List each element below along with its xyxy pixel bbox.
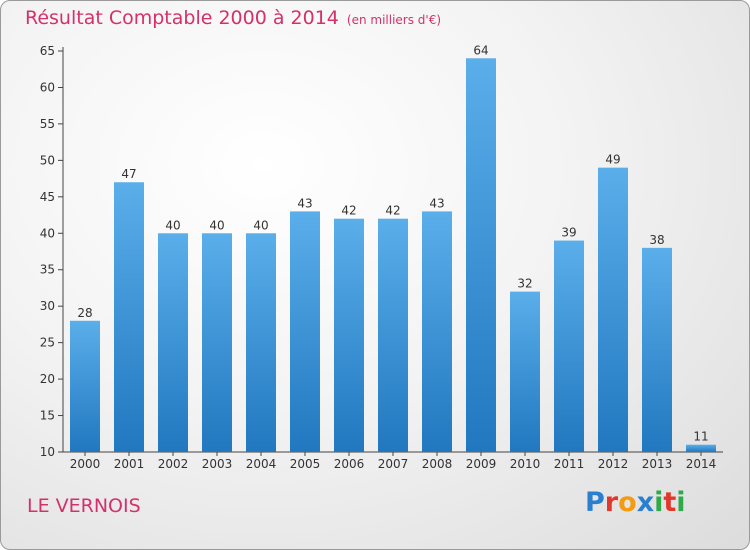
y-tick-label: 30 <box>40 299 55 313</box>
logo-letter: o <box>618 487 637 518</box>
value-label-2011: 39 <box>561 226 576 240</box>
value-label-2007: 42 <box>385 204 400 218</box>
x-tick-label-2001: 2001 <box>114 457 145 471</box>
bar-2014 <box>686 444 716 452</box>
y-tick-label: 25 <box>40 336 55 350</box>
x-tick-label-2006: 2006 <box>334 457 365 471</box>
x-tick-label-2000: 2000 <box>70 457 101 471</box>
bar-2005 <box>290 211 320 452</box>
bar-2001 <box>114 182 144 452</box>
x-tick-label-2004: 2004 <box>246 457 277 471</box>
value-label-2004: 40 <box>253 218 268 232</box>
bar-2009 <box>466 58 496 453</box>
logo-letter: r <box>604 487 619 518</box>
bar-2006 <box>334 218 364 452</box>
value-label-2006: 42 <box>341 204 356 218</box>
chart-title: Résultat Comptable 2000 à 2014 (en millie… <box>25 7 441 29</box>
x-tick-label-2014: 2014 <box>686 457 717 471</box>
value-label-2009: 64 <box>473 43 488 57</box>
x-tick-label-2007: 2007 <box>378 457 409 471</box>
x-tick-label-2005: 2005 <box>290 457 321 471</box>
y-tick-label: 65 <box>40 44 55 58</box>
y-tick-label: 50 <box>40 153 55 167</box>
x-tick-label-2009: 2009 <box>466 457 497 471</box>
y-tick-label: 15 <box>40 409 55 423</box>
x-tick-label-2011: 2011 <box>554 457 585 471</box>
x-tick-label-2002: 2002 <box>158 457 189 471</box>
logo-letter: x <box>636 487 655 518</box>
logo-letter: i <box>676 487 686 518</box>
value-label-2000: 28 <box>77 306 92 320</box>
value-label-2001: 47 <box>121 167 136 181</box>
y-tick-label: 45 <box>40 190 55 204</box>
y-tick-label: 20 <box>40 372 55 386</box>
bar-2004 <box>246 233 276 452</box>
value-label-2014: 11 <box>693 430 708 444</box>
y-tick-label: 60 <box>40 80 55 94</box>
logo-letter: P <box>585 487 605 518</box>
value-label-2013: 38 <box>649 233 664 247</box>
bar-2012 <box>598 167 628 452</box>
value-label-2005: 43 <box>297 196 312 210</box>
value-label-2008: 43 <box>429 196 444 210</box>
x-tick-label-2012: 2012 <box>598 457 629 471</box>
value-label-2010: 32 <box>517 277 532 291</box>
bar-2000 <box>70 320 100 452</box>
y-tick-label: 55 <box>40 117 55 131</box>
logo-letter: t <box>663 487 677 518</box>
bar-2013 <box>642 247 672 452</box>
bar-2010 <box>510 291 540 452</box>
bar-2003 <box>202 233 232 452</box>
chart-title-unit: (en milliers d'€) <box>346 13 442 27</box>
x-tick-label-2008: 2008 <box>422 457 453 471</box>
y-tick-label: 35 <box>40 263 55 277</box>
x-tick-label-2003: 2003 <box>202 457 233 471</box>
value-label-2012: 49 <box>605 153 620 167</box>
bar-2008 <box>422 211 452 452</box>
chart-title-main: Résultat Comptable 2000 à 2014 <box>25 7 339 29</box>
bar-2002 <box>158 233 188 452</box>
chart-bars: 28 47 40 40 40 43 42 42 43 64 32 39 49 38 11 <box>70 43 716 453</box>
x-tick-label-2010: 2010 <box>510 457 541 471</box>
value-label-2003: 40 <box>209 218 224 232</box>
y-tick-label: 10 <box>40 445 55 459</box>
bar-2011 <box>554 240 584 452</box>
proxiti-logo[interactable]: Proxiti <box>585 487 686 518</box>
x-tick-label-2013: 2013 <box>642 457 673 471</box>
logo-letter: i <box>654 487 664 518</box>
value-label-2002: 40 <box>165 218 180 232</box>
place-name: LE VERNOIS <box>27 495 141 517</box>
y-tick-label: 40 <box>40 226 55 240</box>
bar-2007 <box>378 218 408 452</box>
